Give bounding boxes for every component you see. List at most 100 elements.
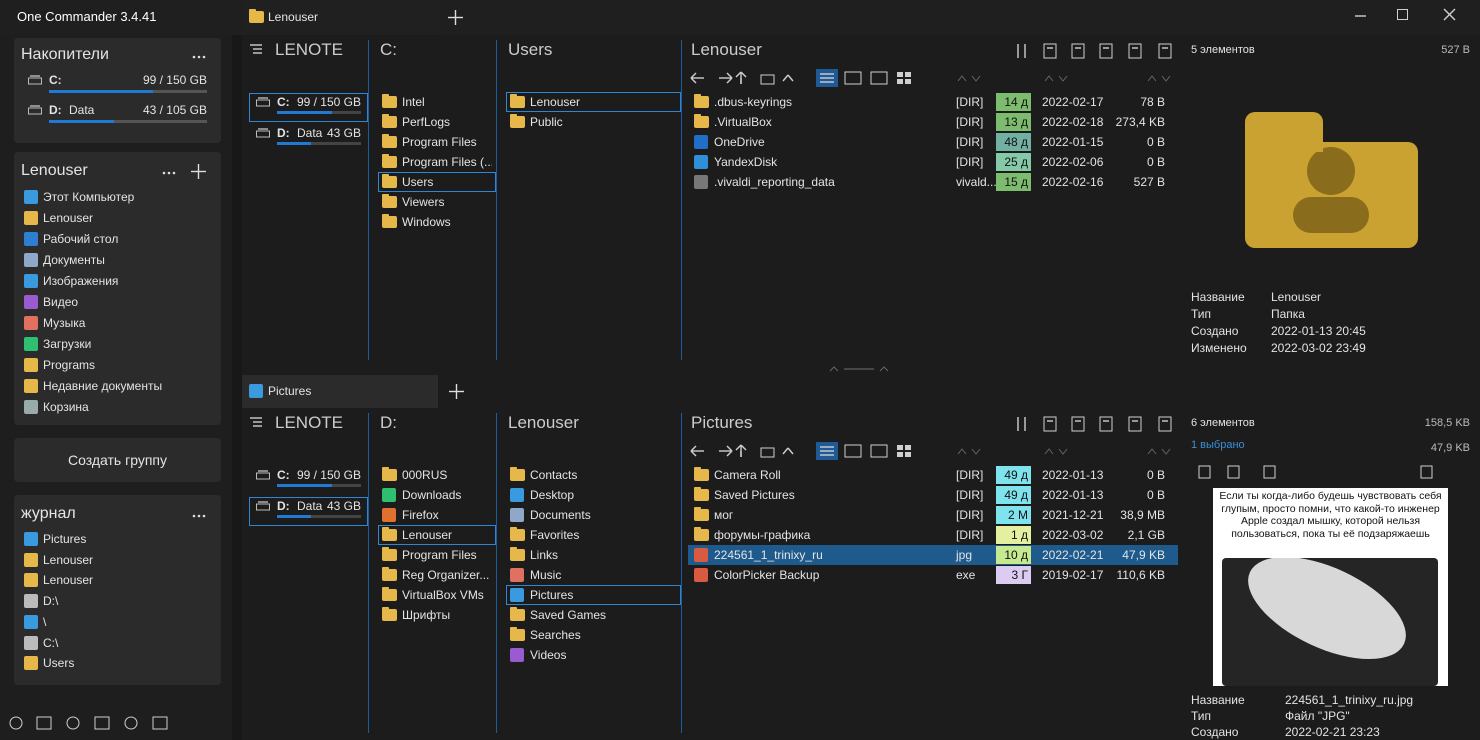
view-toolbar-icon[interactable] (1014, 43, 1030, 59)
folder-item[interactable]: Program Files (402, 548, 477, 562)
view-toolbar-icon[interactable] (1042, 43, 1058, 59)
view-toolbar-icon[interactable] (1014, 416, 1030, 432)
create-group-button[interactable] (14, 438, 221, 482)
delete-button[interactable] (1420, 464, 1434, 479)
drive-letter[interactable]: C: (277, 468, 290, 482)
button-label[interactable]: Создать группу (68, 452, 167, 468)
view-toolbar-icon[interactable] (1070, 416, 1086, 432)
menu-icon[interactable] (250, 44, 262, 54)
folder-item[interactable]: Шрифты (402, 608, 451, 622)
view-toolbar-icon[interactable] (1070, 43, 1086, 59)
favorite-item[interactable]: Programs (43, 358, 96, 372)
drive-letter[interactable]: C: (277, 95, 290, 109)
journal-item[interactable]: \ (43, 614, 47, 629)
file-name[interactable]: мог (714, 508, 734, 522)
file-name[interactable]: форумы-графика (714, 528, 811, 542)
nav-icons[interactable] (690, 69, 911, 87)
view-toolbar-icon[interactable] (1042, 416, 1058, 432)
folder-item[interactable]: Saved Games (530, 608, 607, 622)
favorite-item[interactable]: Этот Компьютер (43, 190, 135, 204)
favorite-item[interactable]: Документы (43, 253, 105, 267)
folder-item[interactable]: Pictures (530, 588, 574, 602)
tab[interactable] (242, 375, 438, 408)
tab-label[interactable]: Lenouser (268, 10, 319, 24)
folder-item[interactable]: Contacts (530, 468, 578, 482)
add-button[interactable] (191, 164, 206, 179)
folder-item[interactable]: Public (530, 115, 563, 129)
favorite-item[interactable]: Видео (43, 295, 79, 309)
folder-item[interactable]: Searches (530, 628, 581, 642)
folder-item[interactable]: Links (530, 548, 559, 562)
maximize-button[interactable] (1397, 9, 1409, 21)
file-name[interactable]: 224561_1_trinixy_ru (714, 548, 823, 562)
folder-item[interactable]: Program Files (402, 135, 477, 149)
folder-item[interactable]: Desktop (530, 488, 575, 502)
view-toolbar-icon[interactable] (1127, 416, 1143, 432)
journal-item[interactable]: Users (43, 656, 75, 671)
view-toolbar-icon[interactable] (1098, 43, 1114, 59)
favorite-item[interactable]: Загрузки (43, 337, 92, 351)
journal-item[interactable]: Lenouser (43, 573, 94, 588)
more-button[interactable] (162, 171, 176, 175)
tab[interactable] (242, 0, 440, 35)
tab-label[interactable]: Pictures (268, 384, 312, 398)
toolbar-icon[interactable] (36, 716, 52, 730)
sort-chevrons[interactable] (1044, 447, 1069, 455)
folder-item[interactable]: Videos (530, 648, 567, 662)
file-name[interactable]: .dbus-keyrings (714, 95, 793, 109)
toolbar-icon[interactable] (123, 716, 139, 730)
file-name[interactable]: Saved Pictures (714, 488, 795, 502)
folder-item[interactable]: Favorites (530, 528, 580, 542)
toolbar-icon[interactable] (152, 716, 168, 730)
folder-item[interactable]: Intel (402, 95, 425, 109)
toolbar-icon[interactable] (65, 716, 81, 730)
favorite-item[interactable]: Изображения (43, 274, 119, 288)
folder-item[interactable]: Music (530, 568, 562, 582)
folder-item[interactable]: 000RUS (402, 468, 448, 482)
view-toolbar-icon[interactable] (1157, 416, 1173, 432)
favorite-item[interactable]: Lenouser (43, 211, 94, 225)
file-name[interactable]: .VirtualBox (714, 115, 772, 129)
folder-item[interactable]: Windows (402, 215, 451, 229)
favorite-item[interactable]: Корзина (43, 400, 89, 414)
nav-icons[interactable] (690, 442, 911, 460)
journal-item[interactable]: Lenouser (43, 552, 94, 567)
view-toolbar-icon[interactable] (1127, 43, 1143, 59)
sort-chevrons[interactable] (957, 74, 982, 82)
journal-item[interactable]: C:\ (43, 635, 59, 650)
sort-chevrons[interactable] (1147, 447, 1172, 455)
folder-item[interactable]: VirtualBox VMs (402, 588, 484, 602)
copy-button[interactable] (1227, 464, 1241, 479)
view-toolbar-icon[interactable] (1098, 416, 1114, 432)
more-button[interactable] (192, 55, 206, 59)
drive-letter[interactable]: D: (277, 499, 290, 513)
favorite-item[interactable]: Музыка (43, 316, 86, 330)
more-button[interactable] (192, 514, 206, 518)
toolbar-icon[interactable] (8, 716, 24, 730)
rename-button[interactable] (1263, 464, 1277, 479)
file-name[interactable]: Camera Roll (714, 468, 781, 482)
sort-chevrons[interactable] (1044, 74, 1069, 82)
file-name[interactable]: YandexDisk (714, 155, 778, 169)
sort-chevrons[interactable] (957, 447, 982, 455)
add-button[interactable] (448, 10, 463, 25)
drive-letter[interactable]: D: (49, 103, 62, 117)
cut-button[interactable] (1198, 464, 1212, 479)
folder-item[interactable]: Documents (530, 508, 591, 522)
journal-item[interactable]: D:\ (43, 594, 59, 609)
view-toolbar-icon[interactable] (1157, 43, 1173, 59)
toolbar-icon[interactable] (94, 716, 110, 730)
drive-letter[interactable]: D: (277, 126, 290, 140)
file-name[interactable]: .vivaldi_reporting_data (714, 175, 835, 189)
minimize-button[interactable] (1355, 15, 1367, 17)
folder-item[interactable]: Lenouser (402, 528, 453, 542)
sort-chevrons[interactable] (1147, 74, 1172, 82)
journal-item[interactable]: Pictures (43, 532, 87, 546)
file-name[interactable]: ColorPicker Backup (714, 568, 820, 582)
folder-item[interactable]: Users (402, 175, 434, 189)
folder-item[interactable]: Lenouser (530, 95, 581, 109)
close-button[interactable] (1443, 8, 1456, 21)
favorite-item[interactable]: Недавние документы (43, 379, 163, 393)
folder-item[interactable]: Reg Organizer... (402, 568, 490, 582)
file-name[interactable]: OneDrive (714, 135, 765, 149)
